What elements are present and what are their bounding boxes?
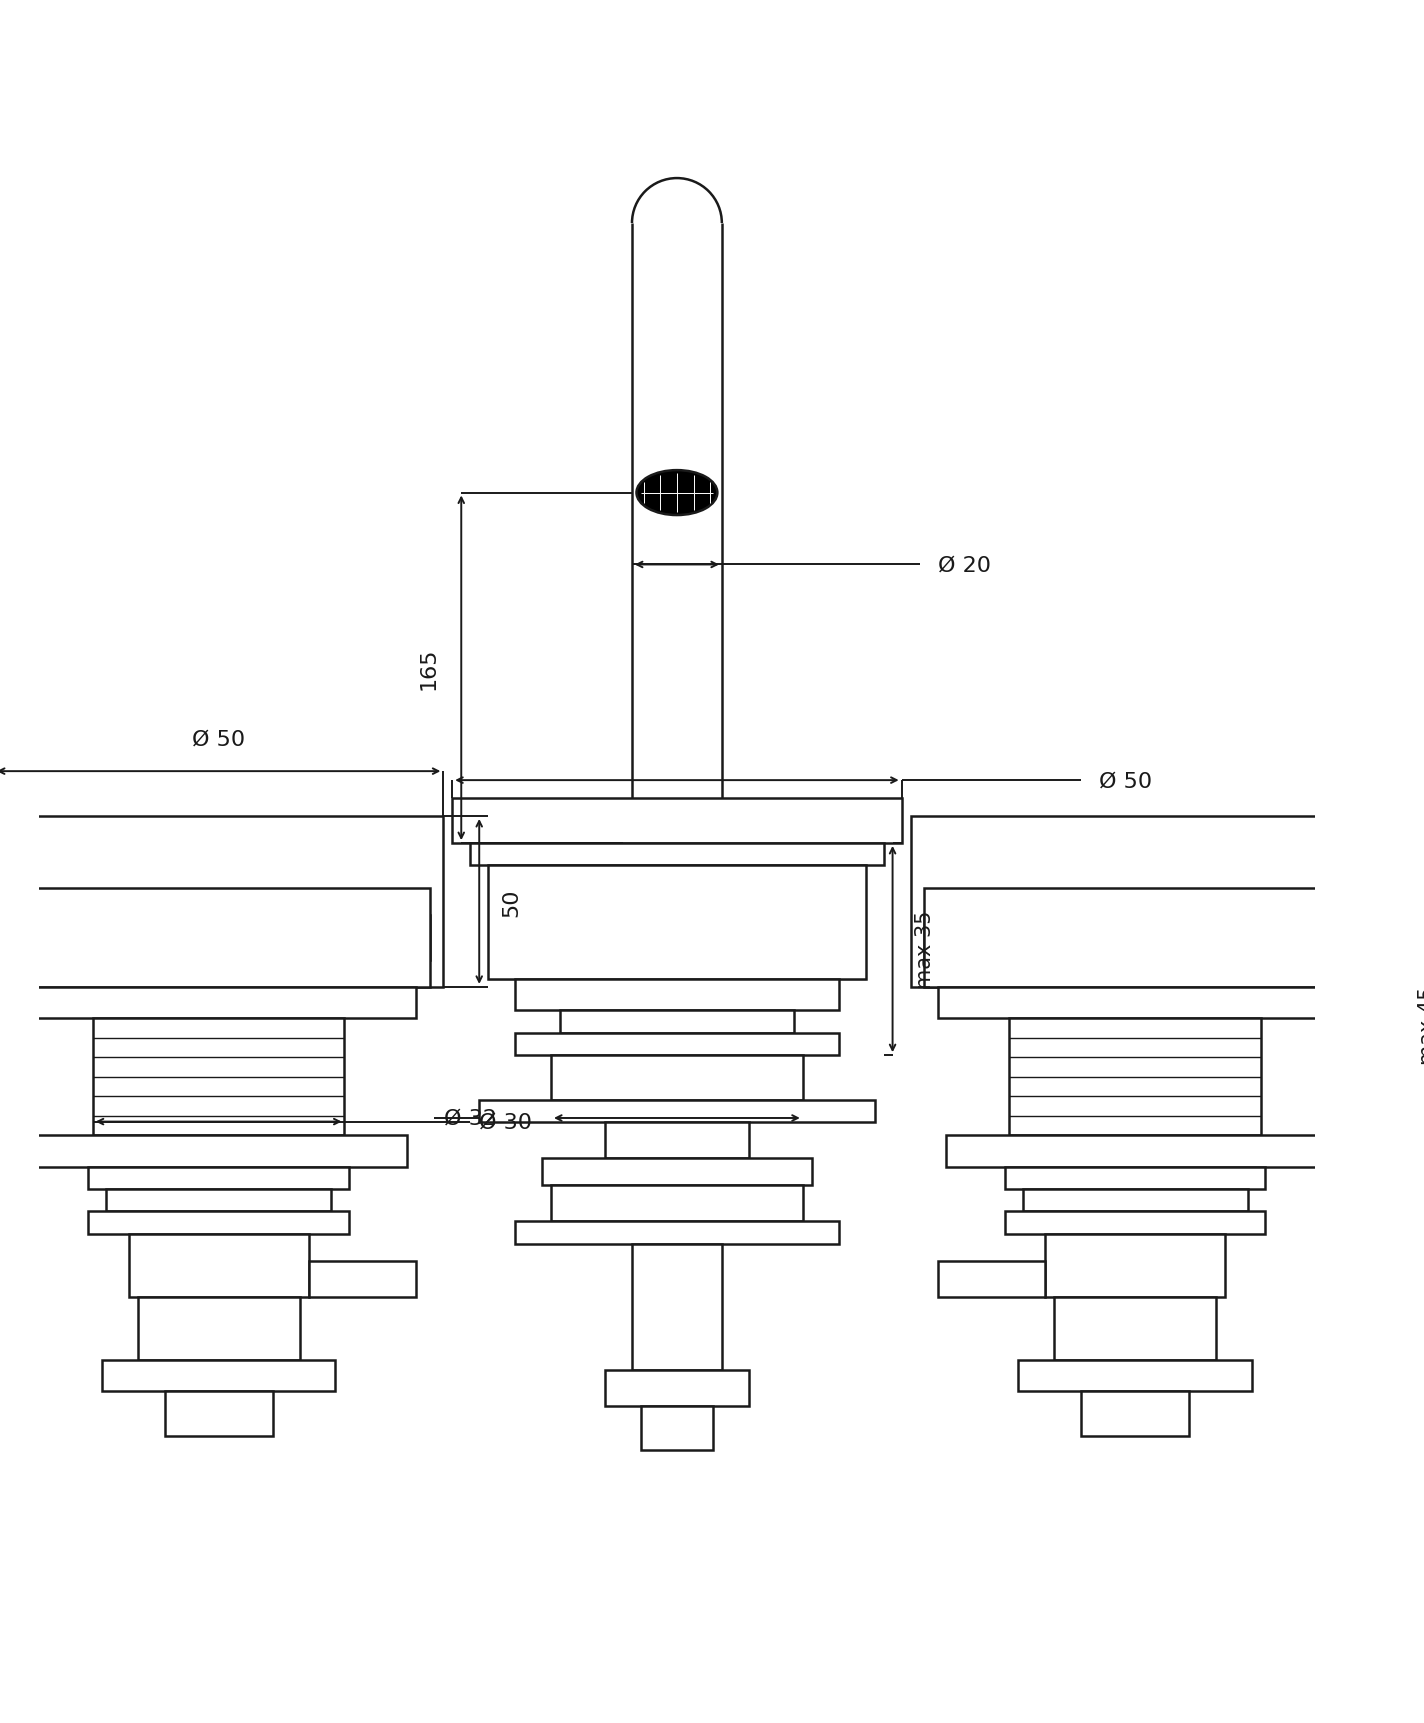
Bar — [947, 1135, 1324, 1166]
Bar — [107, 1189, 330, 1211]
Bar — [103, 1359, 336, 1392]
Text: max 45: max 45 — [1418, 986, 1424, 1065]
Bar — [605, 1123, 749, 1160]
Bar — [551, 1056, 803, 1101]
Text: Ø 32: Ø 32 — [444, 1108, 497, 1129]
Bar — [165, 1392, 272, 1437]
Bar — [1022, 1189, 1247, 1211]
Bar — [632, 1244, 722, 1370]
Text: 165: 165 — [419, 648, 439, 689]
Text: Ø 50: Ø 50 — [1099, 770, 1152, 791]
Text: Ø 20: Ø 20 — [937, 555, 991, 575]
Bar — [453, 799, 901, 844]
Bar — [515, 979, 839, 1011]
Bar — [924, 915, 1346, 960]
Bar — [488, 867, 866, 979]
Bar — [480, 1101, 874, 1123]
Bar — [910, 817, 1360, 987]
Bar — [1081, 1392, 1189, 1437]
Bar — [924, 889, 1346, 987]
Bar — [30, 1135, 407, 1166]
Bar — [88, 1166, 349, 1189]
Bar — [128, 1234, 309, 1297]
Bar — [560, 1011, 793, 1034]
Bar — [21, 987, 416, 1018]
Bar — [1010, 1018, 1262, 1135]
Bar — [515, 1222, 839, 1244]
Bar — [641, 1406, 713, 1451]
Text: max 35: max 35 — [916, 910, 936, 989]
Bar — [543, 1160, 812, 1185]
Bar — [937, 1261, 1045, 1297]
Bar — [1005, 1211, 1266, 1234]
Bar — [0, 817, 443, 987]
Bar — [7, 889, 430, 987]
Bar — [470, 844, 883, 867]
Bar — [1018, 1359, 1252, 1392]
Bar — [551, 1185, 803, 1222]
Bar — [309, 1261, 416, 1297]
Bar — [515, 1034, 839, 1056]
Bar — [937, 987, 1333, 1018]
Bar — [605, 1370, 749, 1406]
Bar — [1005, 1166, 1266, 1189]
Bar — [138, 1297, 299, 1359]
Text: Ø 50: Ø 50 — [192, 729, 245, 750]
Bar — [1045, 1234, 1225, 1297]
Ellipse shape — [637, 470, 718, 515]
Text: 50: 50 — [501, 887, 521, 917]
Bar — [1054, 1297, 1216, 1359]
Bar — [93, 1018, 345, 1135]
Bar — [7, 915, 430, 960]
Bar — [88, 1211, 349, 1234]
Text: Ø 30: Ø 30 — [480, 1111, 533, 1132]
